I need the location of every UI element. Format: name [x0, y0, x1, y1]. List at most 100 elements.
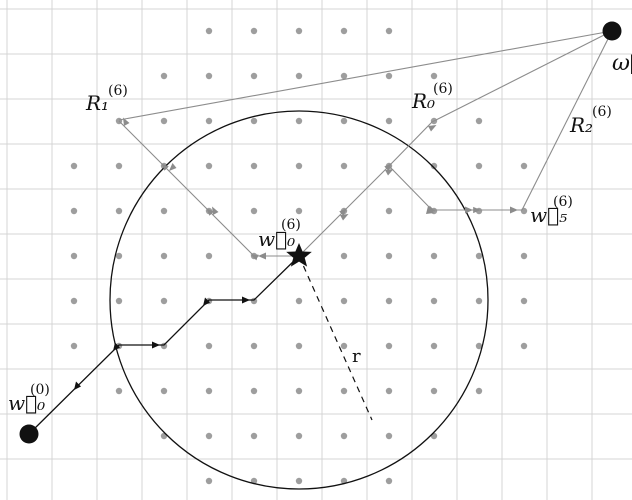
- w5-sup: (6): [553, 194, 573, 210]
- lattice-dot: [430, 342, 438, 350]
- lattice-dot: [70, 252, 78, 260]
- lattice-dot: [520, 342, 528, 350]
- lattice-dot: [205, 342, 213, 350]
- r0-label: R₀: [411, 89, 435, 113]
- lattice-dot: [520, 297, 528, 305]
- lattice-dot: [250, 72, 258, 80]
- lattice-dot: [385, 27, 393, 35]
- lattice-dot: [340, 162, 348, 170]
- lattice-dot: [475, 297, 483, 305]
- lattice-dot: [430, 162, 438, 170]
- lattice-dot: [340, 342, 348, 350]
- w0-current-label: w⃗₀: [258, 227, 295, 251]
- radius-line: [298, 255, 373, 421]
- lattice-dot: [520, 252, 528, 260]
- lattice-dot: [70, 162, 78, 170]
- w0-initial-sup: (0): [30, 382, 50, 398]
- r0-sup: (6): [433, 81, 453, 97]
- lattice-points: [70, 27, 528, 485]
- lattice-dot: [475, 387, 483, 395]
- lattice-dot: [340, 252, 348, 260]
- lattice-dot: [115, 252, 123, 260]
- lattice-dot: [430, 297, 438, 305]
- exploration-paths: [118, 120, 522, 261]
- lattice-dot: [160, 342, 168, 350]
- lattice-dot: [295, 27, 303, 35]
- distance-lines: [118, 30, 613, 211]
- lattice-dot: [475, 162, 483, 170]
- lattice-dot: [475, 207, 483, 215]
- lattice-dot: [475, 117, 483, 125]
- lattice-dot: [385, 207, 393, 215]
- lattice-dot: [295, 432, 303, 440]
- lattice-dot: [340, 432, 348, 440]
- lattice-dot: [430, 387, 438, 395]
- lattice-dot: [115, 162, 123, 170]
- lattice-dot: [205, 387, 213, 395]
- lattice-dot: [385, 477, 393, 485]
- lattice-dot: [430, 72, 438, 80]
- lattice-dot: [205, 432, 213, 440]
- lattice-dot: [205, 27, 213, 35]
- lattice-dot: [250, 27, 258, 35]
- lattice-dot: [295, 342, 303, 350]
- lattice-dot: [160, 117, 168, 125]
- lattice-dot: [160, 297, 168, 305]
- lattice-dot: [205, 252, 213, 260]
- lattice-dot: [295, 207, 303, 215]
- lattice-dot: [160, 387, 168, 395]
- lattice-dot: [385, 432, 393, 440]
- lattice-dot: [385, 117, 393, 125]
- lattice-dot: [520, 207, 528, 215]
- lattice-dot: [430, 252, 438, 260]
- r2-sup: (6): [592, 104, 612, 120]
- lattice-dot: [250, 207, 258, 215]
- r1-label: R₁: [85, 91, 109, 115]
- lattice-dot: [70, 207, 78, 215]
- walk-path: [28, 255, 300, 435]
- lattice-dot: [520, 162, 528, 170]
- search-circle: [109, 110, 489, 490]
- lattice-dot: [205, 162, 213, 170]
- lattice-dot: [295, 387, 303, 395]
- lattice-dot: [205, 477, 213, 485]
- lattice-dot: [250, 162, 258, 170]
- lattice-dot: [340, 297, 348, 305]
- lattice-dot: [385, 72, 393, 80]
- lattice-dot: [115, 297, 123, 305]
- lattice-dot: [70, 297, 78, 305]
- lattice-dot: [70, 342, 78, 350]
- r1-sup: (6): [108, 83, 128, 99]
- lattice-dot: [340, 72, 348, 80]
- lattice-dot: [160, 207, 168, 215]
- w0-initial-label: w⃗₀: [8, 391, 45, 415]
- lattice-dot: [115, 207, 123, 215]
- lattice-dot: [295, 297, 303, 305]
- lattice-dot: [250, 387, 258, 395]
- lattice-dot: [205, 117, 213, 125]
- omega-point: [602, 21, 622, 41]
- lattice-dot: [295, 477, 303, 485]
- lattice-dot: [385, 387, 393, 395]
- lattice-dot: [385, 252, 393, 260]
- lattice-dot: [475, 342, 483, 350]
- lattice-dot: [250, 432, 258, 440]
- lattice-dot: [340, 117, 348, 125]
- lattice-dot: [115, 387, 123, 395]
- w5-label: w⃗₅: [530, 203, 567, 227]
- lattice-dot: [340, 387, 348, 395]
- exploration-arrowheads: [123, 117, 518, 260]
- lattice-dot: [250, 117, 258, 125]
- radius-label: r: [352, 346, 361, 367]
- w0-current-sup: (6): [281, 217, 301, 233]
- lattice-dot: [385, 342, 393, 350]
- start-point: [19, 424, 39, 444]
- lattice-dot: [250, 297, 258, 305]
- lattice-dot: [475, 252, 483, 260]
- lattice-dot: [250, 342, 258, 350]
- lattice-dot: [295, 117, 303, 125]
- r2-label: R₂: [569, 113, 593, 137]
- walk-arrowheads: [74, 253, 300, 390]
- lattice-dot: [205, 72, 213, 80]
